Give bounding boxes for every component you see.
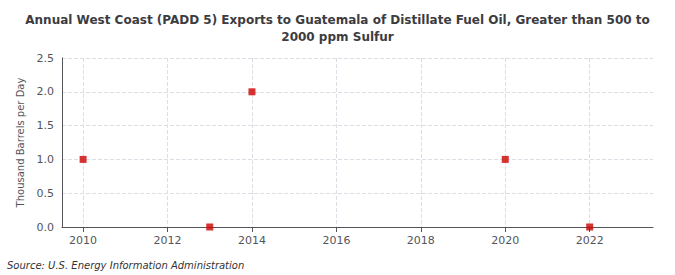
svg-text:2020: 2020 [491,234,519,247]
svg-text:0.5: 0.5 [37,187,55,200]
svg-text:Annual West Coast (PADD 5) Exp: Annual West Coast (PADD 5) Exports to Gu… [25,13,649,27]
svg-text:2000 ppm Sulfur: 2000 ppm Sulfur [281,30,394,44]
svg-text:2022: 2022 [576,234,604,247]
svg-text:1.5: 1.5 [37,119,55,132]
svg-text:Source: U.S. Energy Informatio: Source: U.S. Energy Information Administ… [7,260,244,271]
svg-text:2.5: 2.5 [37,52,55,65]
svg-text:2.0: 2.0 [37,85,55,98]
svg-text:2014: 2014 [238,234,266,247]
svg-text:0.0: 0.0 [37,221,55,234]
svg-text:1.0: 1.0 [37,153,55,166]
svg-text:2012: 2012 [154,234,182,247]
svg-text:Thousand Barrels per Day: Thousand Barrels per Day [15,78,26,209]
svg-text:2018: 2018 [407,234,435,247]
svg-text:2016: 2016 [322,234,350,247]
svg-text:2010: 2010 [69,234,97,247]
